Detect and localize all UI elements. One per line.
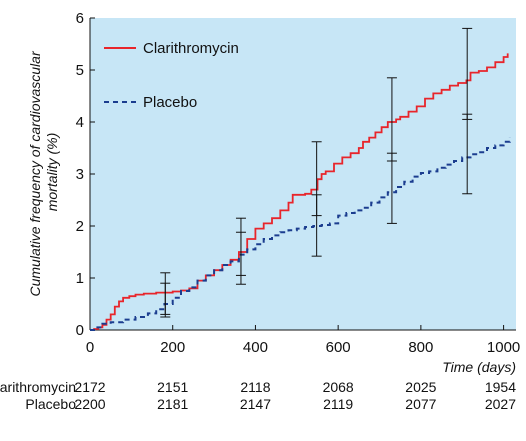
risk-value: 2151: [157, 379, 188, 395]
y-tick-label: 3: [76, 166, 84, 183]
risk-value: 2200: [74, 396, 105, 412]
x-tick-label: 1000: [487, 339, 520, 356]
risk-row-label: Placebo: [25, 396, 76, 412]
y-tick-label: 0: [76, 322, 84, 339]
y-tick-label: 5: [76, 62, 84, 79]
y-tick-label: 2: [76, 218, 84, 235]
x-tick-label: 0: [86, 339, 94, 356]
y-tick-label: 1: [76, 270, 84, 287]
y-tick-label: 6: [76, 10, 84, 27]
risk-value: 2027: [485, 396, 516, 412]
series-layer: [90, 53, 511, 331]
y-tick-label: 4: [76, 114, 84, 131]
number-at-risk-table: Clarithromycin2172 2151 2118 2068 2025 1954 Pl…: [0, 379, 516, 412]
x-tick-label: 200: [160, 339, 185, 356]
plot-background: [90, 18, 516, 330]
legend-label-placebo: Placebo: [143, 94, 197, 111]
series-line-placebo: [90, 137, 511, 331]
risk-value: 1954: [485, 379, 516, 395]
x-tick-label: 400: [243, 339, 268, 356]
legend: Clarithromycin Placebo: [104, 40, 239, 111]
y-axis-label: Cumulative frequency of cardiovascular m…: [27, 47, 60, 296]
ticks: 0 200 400 600 800 1000 0 1 2 3 4 5 6: [76, 10, 521, 356]
series-line-clarithromycin: [90, 53, 509, 331]
risk-value: 2025: [405, 379, 436, 395]
risk-value: 2068: [323, 379, 354, 395]
risk-value: 2147: [240, 396, 271, 412]
risk-row-label: Clarithromycin: [0, 379, 76, 395]
error-bars: [160, 27, 473, 318]
x-tick-label: 600: [326, 339, 351, 356]
x-axis-label: Time (days): [442, 359, 516, 375]
risk-value: 2118: [240, 379, 270, 395]
risk-value: 2181: [157, 396, 188, 412]
legend-label-clarithromycin: Clarithromycin: [143, 40, 239, 57]
risk-value: 2119: [323, 396, 353, 412]
risk-value: 2077: [405, 396, 436, 412]
x-tick-label: 800: [408, 339, 433, 356]
risk-value: 2172: [74, 379, 105, 395]
